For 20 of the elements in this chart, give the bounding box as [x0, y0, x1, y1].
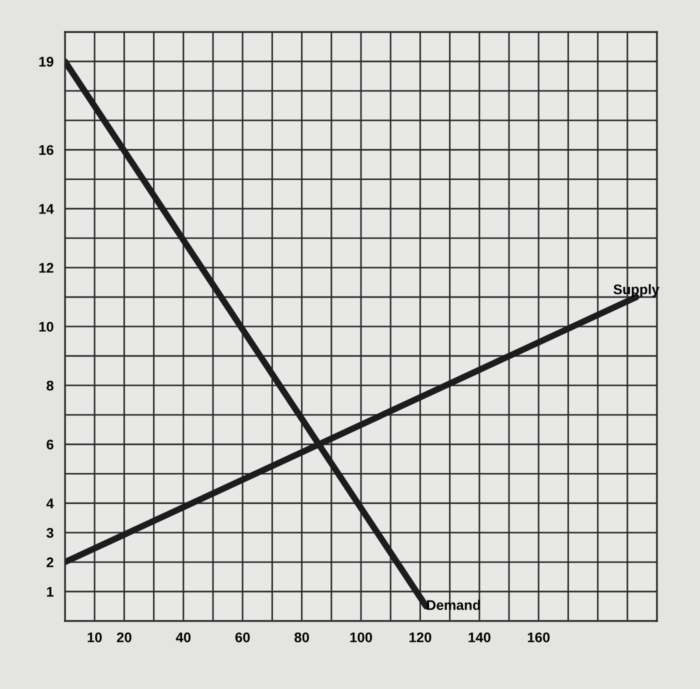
x-tick-label: 40	[176, 632, 191, 642]
y-tick-label: 4	[46, 498, 54, 508]
y-tick-label: 14	[39, 204, 54, 214]
y-tick-label: 2	[46, 557, 54, 568]
y-tick-label: 8	[46, 380, 54, 391]
x-tick-label: 140	[468, 632, 490, 642]
x-tick-label: 160	[528, 632, 550, 642]
y-tick-label: 6	[46, 440, 54, 450]
x-tick-label: 60	[235, 632, 250, 642]
y-tick-label: 3	[46, 528, 54, 538]
y-tick-label: 12	[39, 262, 54, 273]
y-tick-label: 19	[39, 56, 54, 67]
y-tick-label: 1	[47, 587, 54, 597]
x-tick-label: 20	[116, 632, 132, 642]
y-tick-label: 16	[39, 145, 54, 155]
x-tick-label: 100	[350, 632, 372, 642]
x-tick-label: 80	[294, 632, 309, 642]
x-tick-label: 10	[88, 632, 102, 642]
x-tick-label: 120	[409, 632, 432, 642]
y-tick-label: 10	[39, 322, 54, 332]
